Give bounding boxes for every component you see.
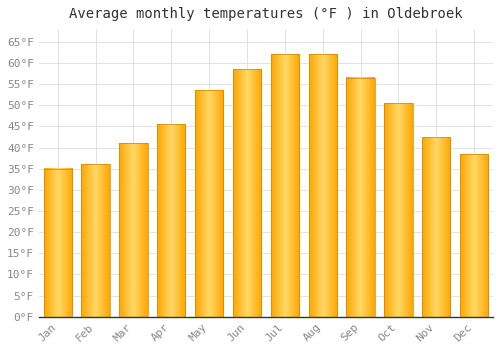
Bar (119, 143, 148, 317)
Bar (384, 103, 412, 317)
Bar (82, 164, 110, 317)
Bar (233, 69, 261, 317)
Bar (270, 55, 299, 317)
Bar (346, 78, 375, 317)
Bar (460, 154, 488, 317)
Title: Average monthly temperatures (°F ) in Oldebroek: Average monthly temperatures (°F ) in Ol… (69, 7, 462, 21)
Bar (422, 137, 450, 317)
Bar (195, 90, 224, 317)
Bar (308, 55, 337, 317)
Bar (44, 169, 72, 317)
Bar (157, 124, 186, 317)
